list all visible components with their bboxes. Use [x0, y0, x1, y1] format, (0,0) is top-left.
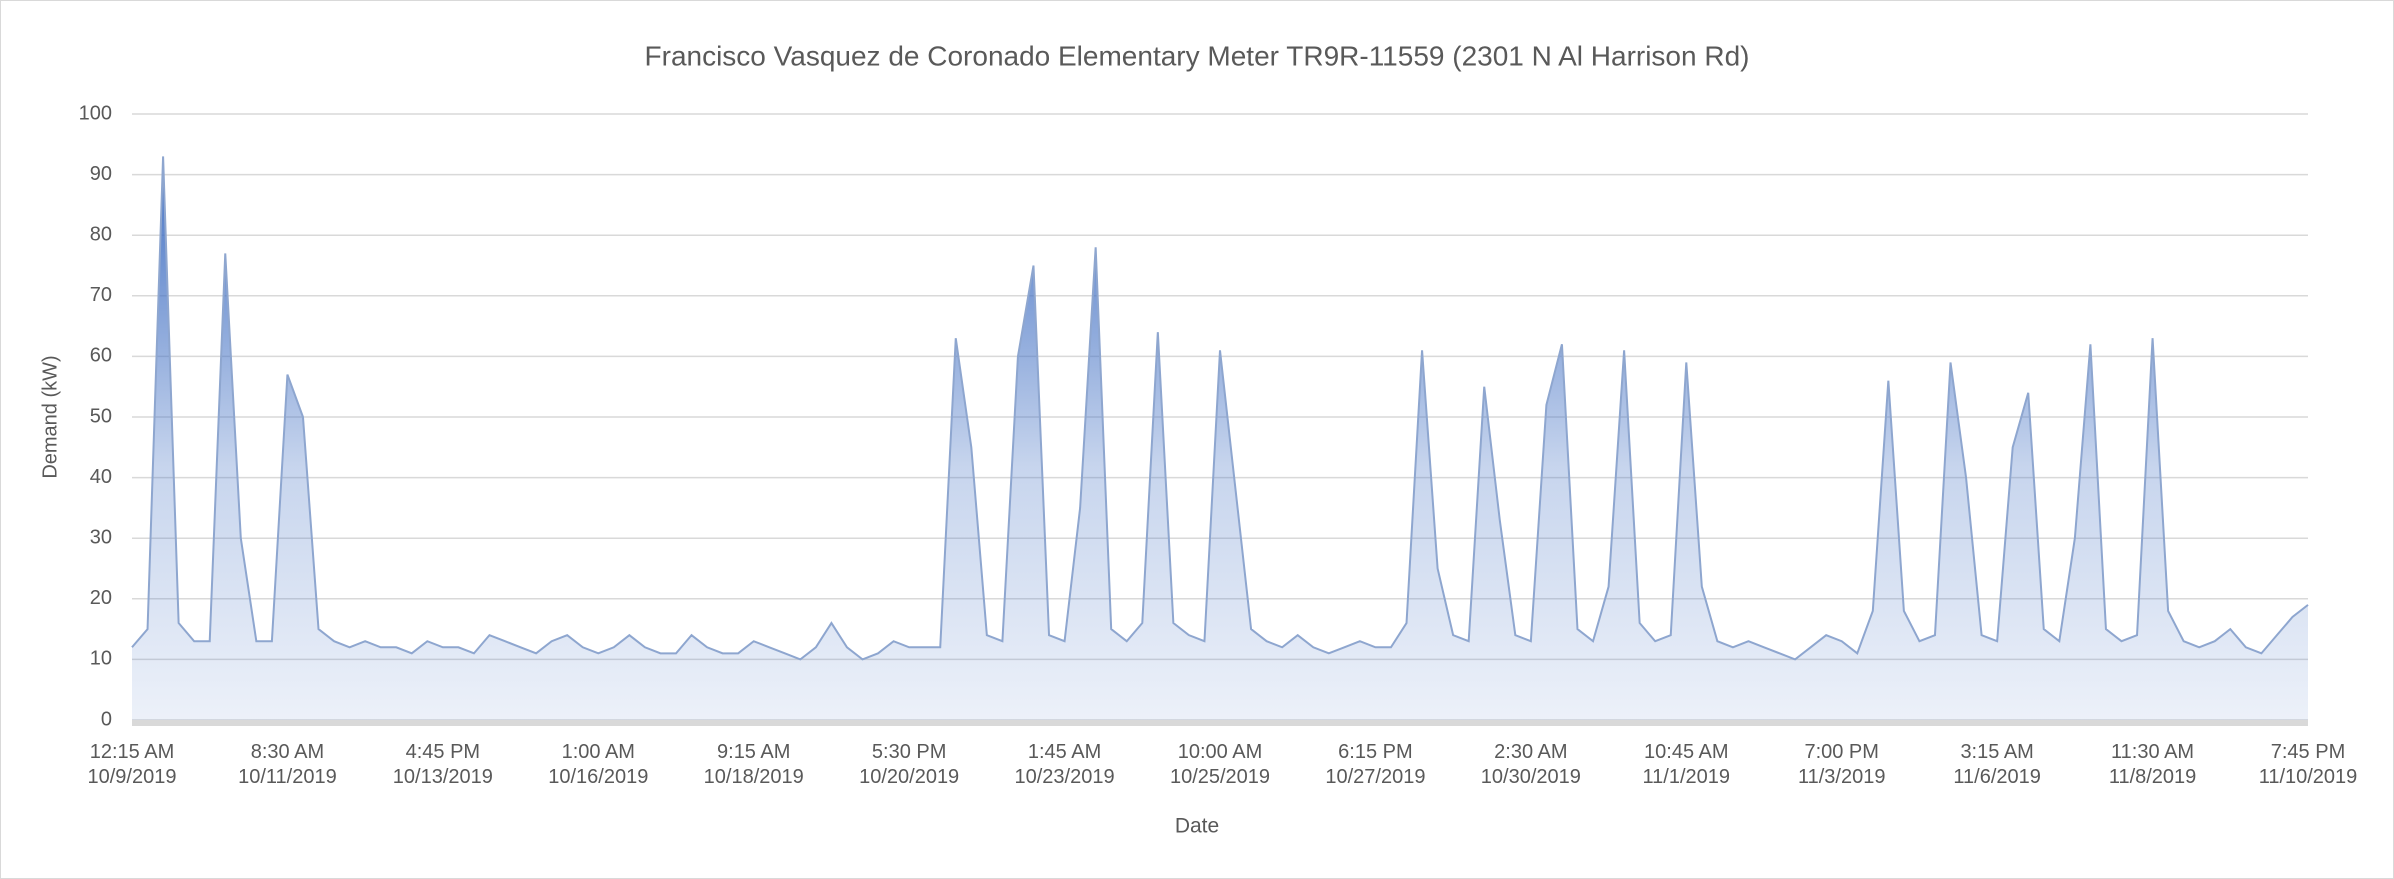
y-tick-label: 50	[90, 405, 112, 427]
y-tick-label: 80	[90, 223, 112, 245]
y-tick-label: 20	[90, 587, 112, 609]
y-tick-label: 0	[101, 708, 112, 730]
x-tick-label: 2:30 AM 10/30/2019	[1480, 741, 1581, 788]
y-axis-label: Demand (kW)	[39, 355, 61, 478]
x-tick-label: 12:15 AM 10/9/2019	[87, 741, 177, 788]
y-tick-label: 70	[90, 284, 112, 306]
x-tick-label: 6:15 PM 10/27/2019	[1325, 741, 1426, 788]
y-tick-label: 40	[90, 466, 112, 488]
y-tick-label: 90	[90, 163, 112, 185]
x-tick-label: 1:00 AM 10/16/2019	[548, 741, 649, 788]
x-tick-label: 3:15 AM 11/6/2019	[1953, 741, 2041, 788]
x-tick-label: 7:00 PM 11/3/2019	[1797, 741, 1886, 788]
x-tick-label: 4:45 PM 10/13/2019	[392, 741, 493, 788]
x-tick-label: 10:00 AM 10/25/2019	[1169, 741, 1271, 788]
x-tick-label: 8:30 AM 10/11/2019	[238, 741, 337, 788]
y-tick-label: 30	[90, 526, 112, 548]
x-tick-label: 7:45 PM 11/10/2019	[2258, 741, 2358, 788]
y-tick-label: 100	[79, 102, 112, 124]
y-tick-label: 10	[90, 648, 112, 670]
x-axis-label: Date	[1175, 815, 1219, 838]
x-tick-label: 9:15 AM 10/18/2019	[703, 741, 804, 788]
line	[131, 156, 2309, 661]
x-tick-label: 11:30 AM 11/8/2019	[2108, 741, 2197, 788]
x-tick-label: 1:45 AM 10/23/2019	[1014, 741, 1115, 788]
x-tick-label: 10:45 AM 11/1/2019	[1642, 741, 1731, 788]
area	[132, 156, 2308, 721]
y-tick-label: 60	[90, 345, 112, 367]
x-tick-label: 5:30 PM 10/20/2019	[859, 741, 960, 788]
chart-title: Francisco Vasquez de Coronado Elementary…	[645, 40, 1750, 71]
